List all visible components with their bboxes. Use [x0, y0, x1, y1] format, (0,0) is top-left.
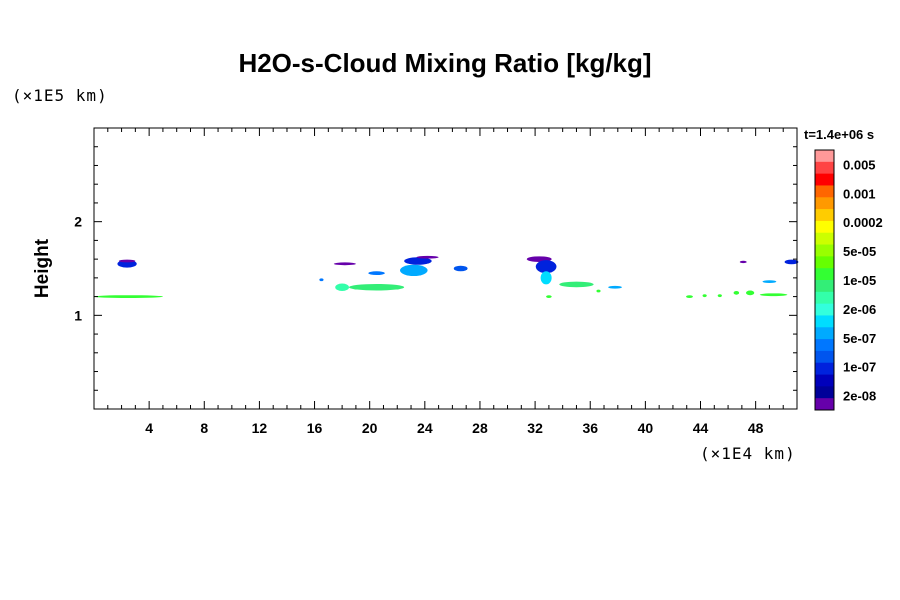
colorbar-segment — [815, 291, 834, 305]
cloud-feature-4 — [319, 278, 324, 282]
colorbar-segment — [815, 185, 834, 198]
cloud-feature-15 — [559, 281, 594, 288]
cloud-feature-16 — [608, 285, 622, 289]
colorbar-label: 2e-06 — [843, 302, 876, 317]
cloud-feature-27 — [784, 259, 799, 265]
x-unit-label: (×1E4 km) — [700, 444, 796, 463]
y-unit-label: (×1E5 km) — [12, 86, 108, 105]
colorbar-segment — [815, 232, 834, 245]
colorbar-segment — [815, 374, 834, 387]
colorbar-segment — [815, 339, 834, 352]
cloud-feature-22 — [733, 290, 740, 295]
colorbar-segment — [815, 244, 834, 257]
x-tick-label: 24 — [417, 420, 433, 436]
x-tick-label: 16 — [307, 420, 323, 436]
x-tick-label: 28 — [472, 420, 488, 436]
cloud-feature-3 — [333, 262, 356, 266]
cloud-feature-20 — [702, 294, 707, 298]
x-tick-label: 36 — [582, 420, 598, 436]
cloud-feature-6 — [349, 283, 405, 291]
colorbar-segment — [815, 173, 834, 186]
x-tick-label: 8 — [200, 420, 208, 436]
cloud-feature-10 — [368, 271, 385, 276]
x-tick-label: 12 — [252, 420, 268, 436]
y-tick-label: 2 — [74, 214, 82, 230]
colorbar-segment — [815, 386, 834, 399]
colorbar-segment — [815, 350, 834, 364]
y-axis-label: Height — [32, 238, 53, 298]
x-tick-label: 44 — [693, 420, 709, 436]
colorbar-label: 0.005 — [843, 157, 876, 172]
colorbar-segment — [815, 303, 834, 316]
colorbar-label: 2e-08 — [843, 389, 876, 404]
x-tick-label: 32 — [527, 420, 543, 436]
cloud-feature-24 — [759, 293, 788, 297]
cloud-feature-11 — [453, 265, 468, 272]
cloud-feature-8 — [404, 257, 432, 265]
colorbar-label: 5e-05 — [843, 244, 876, 259]
colorbar-segment — [815, 268, 834, 281]
cloud-feature-2 — [94, 295, 163, 299]
colorbar-label: 1e-05 — [843, 273, 876, 288]
colorbar-segment — [815, 315, 834, 328]
colorbar-segment — [815, 362, 834, 375]
chart-title: H2O-s-Cloud Mixing Ratio [kg/kg] — [238, 48, 652, 78]
cloud-feature-17 — [546, 295, 552, 299]
x-tick-label: 48 — [748, 420, 764, 436]
colorbar-label: 0.001 — [843, 186, 876, 201]
colorbar-segment — [815, 256, 834, 269]
x-tick-label: 4 — [145, 420, 153, 436]
y-tick-label: 1 — [74, 307, 82, 323]
plot-frame — [93, 127, 798, 410]
cloud-feature-13 — [535, 260, 557, 274]
x-tick-label: 20 — [362, 420, 378, 436]
cloud-feature-14 — [540, 271, 552, 285]
colorbar-frame — [814, 149, 835, 411]
colorbar-label: 0.0002 — [843, 215, 883, 230]
cloud-feature-7 — [400, 264, 428, 276]
colorbar-label: 1e-07 — [843, 360, 876, 375]
colorbar-segment — [815, 161, 834, 175]
colorbar-label: 5e-07 — [843, 331, 876, 346]
cloud-feature-21 — [717, 294, 722, 298]
colorbar-segment — [815, 150, 834, 163]
cloud-feature-1 — [118, 259, 136, 263]
cloud-feature-25 — [762, 280, 777, 284]
colorbar-segment — [815, 327, 834, 340]
cloud-feature-18 — [596, 289, 601, 293]
time-label: t=1.4e+06 s — [804, 127, 875, 142]
colorbar-segment — [815, 398, 834, 411]
cloud-feature-5 — [335, 283, 350, 291]
cloud-feature-26 — [739, 260, 747, 264]
x-tick-label: 40 — [638, 420, 654, 436]
colorbar-segment — [815, 197, 834, 210]
colorbar-segment — [815, 209, 834, 222]
cloud-feature-9 — [416, 255, 439, 259]
cloud-feature-23 — [745, 290, 755, 296]
colorbar-segment — [815, 220, 834, 234]
colorbar-segment — [815, 280, 834, 293]
cloud-feature-19 — [686, 295, 693, 299]
